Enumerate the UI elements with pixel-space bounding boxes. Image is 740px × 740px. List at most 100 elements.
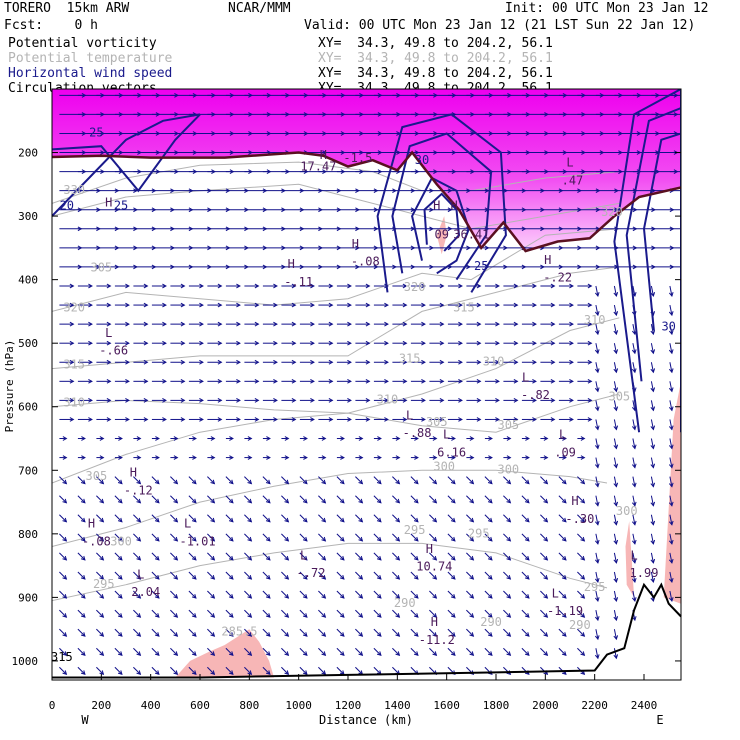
vector-head: [154, 670, 160, 676]
vector-head: [347, 340, 352, 346]
vector-shaft: [521, 647, 530, 656]
vector-shaft: [262, 590, 271, 599]
vector-shaft: [447, 609, 456, 618]
vector-head: [561, 594, 567, 599]
vector-head: [594, 654, 600, 660]
vector-shaft: [632, 495, 636, 506]
vector-head: [594, 349, 600, 355]
vector-head: [543, 555, 549, 561]
contour-label: -1.01: [179, 534, 215, 548]
vector-head: [421, 340, 426, 346]
vector-head: [525, 455, 530, 460]
vector-head: [395, 536, 401, 542]
vector-head: [191, 498, 197, 504]
vector-shaft: [429, 571, 437, 580]
vector-head: [668, 368, 674, 374]
vector-head: [302, 613, 308, 618]
vector-head: [487, 651, 493, 656]
vector-head: [650, 482, 656, 488]
vector-shaft: [207, 647, 215, 656]
pv-low-patch: [436, 216, 447, 255]
vector-head: [273, 359, 278, 365]
contour-label: 36.41: [453, 227, 489, 241]
vector-shaft: [392, 552, 400, 561]
contour-label: 315: [51, 650, 73, 664]
vector-shaft: [669, 381, 673, 392]
vector-head: [173, 555, 179, 561]
vector-shaft: [613, 571, 617, 583]
vector-head: [513, 321, 519, 327]
vector-shaft: [133, 571, 141, 580]
vector-head: [580, 632, 586, 637]
vector-shaft: [318, 552, 326, 561]
vector-shaft: [355, 495, 363, 504]
vector-shaft: [632, 514, 636, 525]
vector-head: [692, 93, 696, 97]
vector-shaft: [188, 552, 197, 561]
vector-head: [524, 479, 530, 485]
vector-head: [358, 555, 364, 561]
vector-head: [414, 436, 419, 441]
vector-head: [631, 597, 637, 603]
vector-head: [432, 594, 438, 599]
vector-head: [228, 670, 234, 676]
vector-head: [80, 613, 86, 618]
vector-head: [162, 321, 167, 327]
contour-label: .09: [554, 445, 576, 459]
vector-head: [136, 613, 142, 618]
vector-head: [395, 517, 401, 523]
vector-head: [688, 189, 692, 193]
legend-range-pv: XY= 34.3, 49.8 to 204.2, 56.1: [318, 36, 553, 51]
vector-head: [550, 283, 556, 289]
vector-shaft: [151, 476, 160, 484]
vector-shaft: [466, 495, 474, 504]
vector-head: [291, 340, 297, 346]
vector-shaft: [207, 590, 215, 599]
vector-shaft: [96, 590, 104, 599]
vector-head: [594, 444, 600, 450]
vector-shaft: [595, 609, 599, 621]
vector-shaft: [281, 514, 289, 523]
vector-shaft: [466, 514, 474, 523]
vector-head: [254, 378, 260, 384]
vector-head: [395, 613, 401, 618]
vector-head: [395, 498, 401, 504]
vector-head: [413, 574, 419, 580]
vector-head: [99, 517, 105, 523]
vector-shaft: [595, 304, 599, 316]
vector-head: [580, 594, 586, 599]
vector-head: [321, 594, 327, 599]
vector-head: [450, 555, 456, 561]
contour-label: -.08: [351, 255, 380, 269]
vector-shaft: [207, 571, 215, 580]
vector-head: [376, 594, 382, 599]
vector-head: [236, 417, 241, 422]
vector-shaft: [225, 666, 234, 675]
vector-head: [310, 321, 315, 327]
vector-head: [476, 378, 482, 384]
vector-head: [532, 302, 537, 308]
vector-shaft: [281, 647, 289, 656]
vector-head: [432, 479, 438, 485]
vector-shaft: [577, 590, 585, 599]
vector-shaft: [466, 533, 474, 542]
vector-head: [199, 321, 204, 327]
vector-head: [321, 632, 327, 637]
vector-shaft: [318, 590, 326, 599]
vector-head: [513, 398, 519, 403]
legend-label-wind: Horizontal wind speed: [8, 66, 173, 81]
vector-shaft: [114, 495, 123, 504]
vector-shaft: [595, 571, 599, 583]
vector-shaft: [281, 628, 289, 637]
vector-shaft: [632, 343, 636, 354]
vector-head: [692, 151, 696, 155]
vector-head: [210, 594, 216, 599]
vector-head: [310, 283, 315, 289]
vector-head: [173, 436, 179, 441]
vector-head: [321, 436, 327, 441]
vector-head: [580, 498, 586, 504]
vector-head: [594, 311, 600, 317]
vector-head: [339, 517, 345, 523]
vector-head: [395, 455, 401, 460]
vector-head: [562, 455, 567, 460]
